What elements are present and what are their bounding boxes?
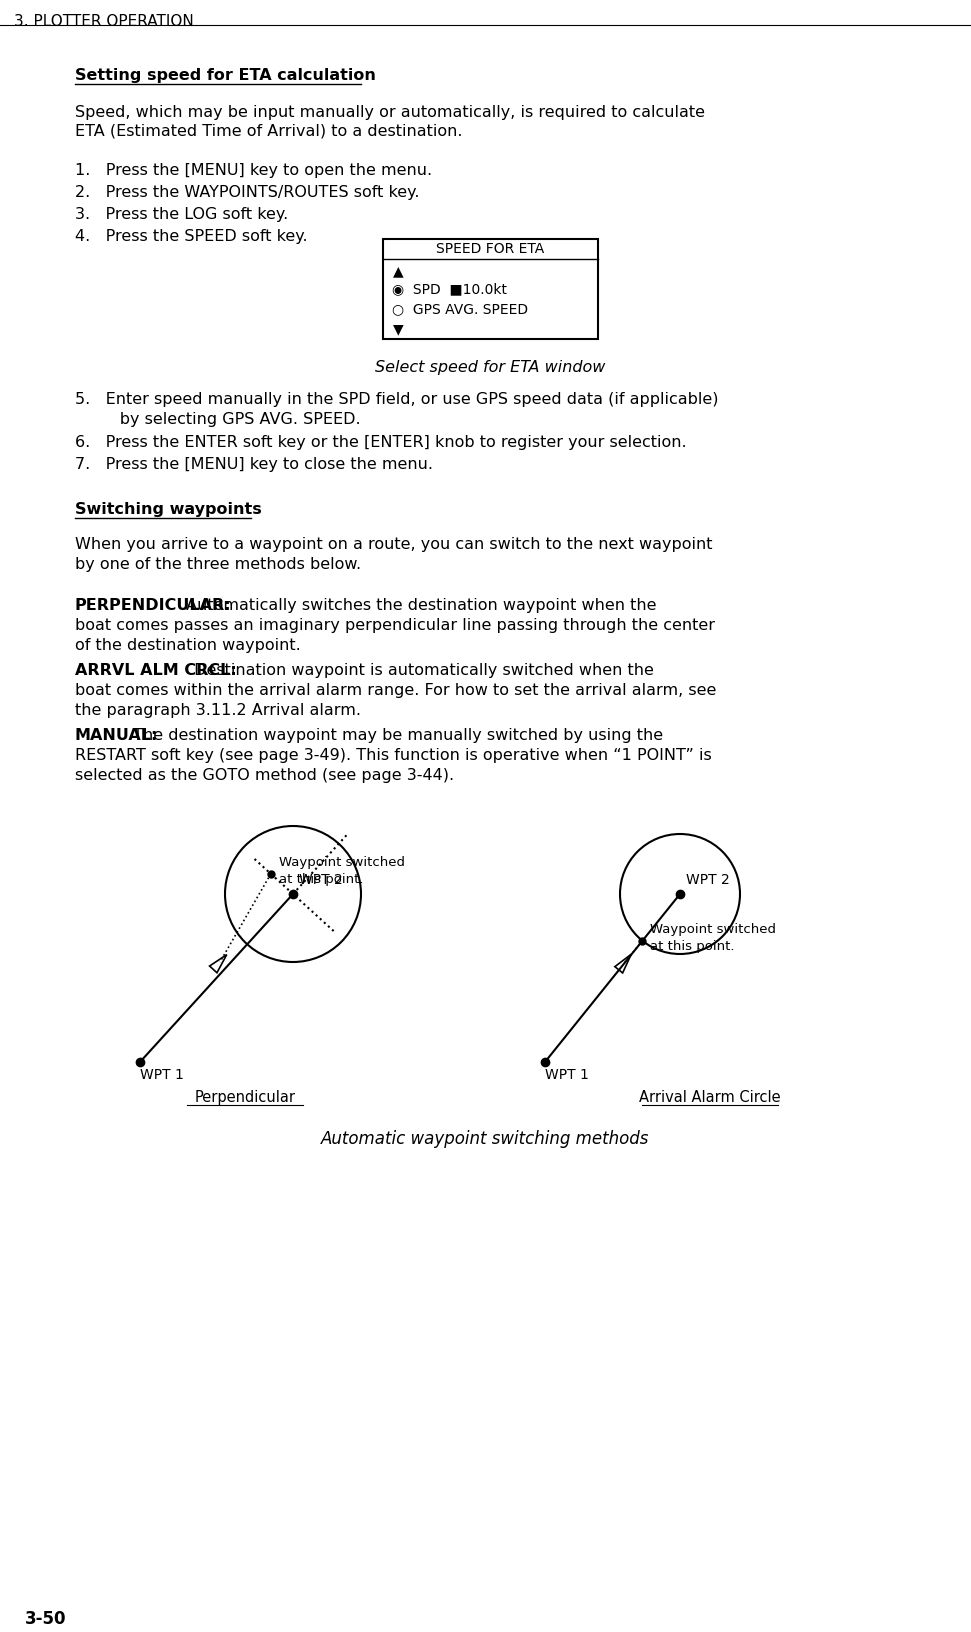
- Text: boat comes within the arrival alarm range. For how to set the arrival alarm, see: boat comes within the arrival alarm rang…: [75, 682, 717, 697]
- Text: 7.   Press the [MENU] key to close the menu.: 7. Press the [MENU] key to close the men…: [75, 457, 433, 472]
- Text: WPT 1: WPT 1: [545, 1067, 588, 1082]
- Text: 4.   Press the SPEED soft key.: 4. Press the SPEED soft key.: [75, 228, 308, 243]
- Text: Automatically switches the destination waypoint when the: Automatically switches the destination w…: [182, 597, 657, 612]
- Text: 6.   Press the ENTER soft key or the [ENTER] knob to register your selection.: 6. Press the ENTER soft key or the [ENTE…: [75, 434, 686, 450]
- Text: Arrival Alarm Circle: Arrival Alarm Circle: [639, 1089, 781, 1105]
- Text: ○  GPS AVG. SPEED: ○ GPS AVG. SPEED: [392, 302, 528, 317]
- Text: SPEED FOR ETA: SPEED FOR ETA: [436, 242, 544, 256]
- Text: When you arrive to a waypoint on a route, you can switch to the next waypoint: When you arrive to a waypoint on a route…: [75, 537, 713, 552]
- Text: 2.   Press the WAYPOINTS/ROUTES soft key.: 2. Press the WAYPOINTS/ROUTES soft key.: [75, 184, 419, 199]
- Text: Speed, which may be input manually or automatically, is required to calculate: Speed, which may be input manually or au…: [75, 104, 705, 119]
- Text: ETA (Estimated Time of Arrival) to a destination.: ETA (Estimated Time of Arrival) to a des…: [75, 124, 462, 139]
- Text: selected as the GOTO method (see page 3-44).: selected as the GOTO method (see page 3-…: [75, 767, 454, 782]
- Text: 3. PLOTTER OPERATION: 3. PLOTTER OPERATION: [14, 15, 194, 29]
- Text: Waypoint switched
at this point.: Waypoint switched at this point.: [651, 922, 777, 951]
- Text: the paragraph 3.11.2 Arrival alarm.: the paragraph 3.11.2 Arrival alarm.: [75, 702, 361, 718]
- Text: 5.   Enter speed manually in the SPD field, or use GPS speed data (if applicable: 5. Enter speed manually in the SPD field…: [75, 392, 719, 406]
- Text: 3-50: 3-50: [25, 1609, 66, 1627]
- Text: Destination waypoint is automatically switched when the: Destination waypoint is automatically sw…: [189, 663, 653, 677]
- Text: PERPENDICULAR:: PERPENDICULAR:: [75, 597, 232, 612]
- Text: 3.   Press the LOG soft key.: 3. Press the LOG soft key.: [75, 207, 288, 222]
- Text: by selecting GPS AVG. SPEED.: by selecting GPS AVG. SPEED.: [89, 411, 360, 426]
- Text: Select speed for ETA window: Select speed for ETA window: [375, 359, 605, 375]
- Text: Perpendicular: Perpendicular: [194, 1089, 295, 1105]
- Text: Automatic waypoint switching methods: Automatic waypoint switching methods: [320, 1129, 650, 1147]
- Text: WPT 2: WPT 2: [299, 873, 343, 886]
- Text: Waypoint switched
at this point.: Waypoint switched at this point.: [279, 855, 405, 885]
- Text: MANUAL:: MANUAL:: [75, 728, 158, 743]
- Bar: [383, 240, 597, 339]
- Text: ▼: ▼: [392, 322, 403, 336]
- Text: Setting speed for ETA calculation: Setting speed for ETA calculation: [75, 69, 376, 83]
- Text: 1.   Press the [MENU] key to open the menu.: 1. Press the [MENU] key to open the menu…: [75, 163, 432, 178]
- Text: RESTART soft key (see page 3-49). This function is operative when “1 POINT” is: RESTART soft key (see page 3-49). This f…: [75, 747, 712, 762]
- Text: ARRVL ALM CRCL:: ARRVL ALM CRCL:: [75, 663, 237, 677]
- Text: ▲: ▲: [392, 264, 403, 277]
- Text: ◉  SPD  ■10.0kt: ◉ SPD ■10.0kt: [392, 282, 508, 295]
- Text: The destination waypoint may be manually switched by using the: The destination waypoint may be manually…: [128, 728, 663, 743]
- Text: boat comes passes an imaginary perpendicular line passing through the center: boat comes passes an imaginary perpendic…: [75, 617, 715, 633]
- Text: WPT 2: WPT 2: [686, 873, 730, 886]
- Text: Switching waypoints: Switching waypoints: [75, 501, 262, 517]
- Text: by one of the three methods below.: by one of the three methods below.: [75, 557, 361, 571]
- Text: WPT 1: WPT 1: [140, 1067, 184, 1082]
- Text: of the destination waypoint.: of the destination waypoint.: [75, 638, 301, 653]
